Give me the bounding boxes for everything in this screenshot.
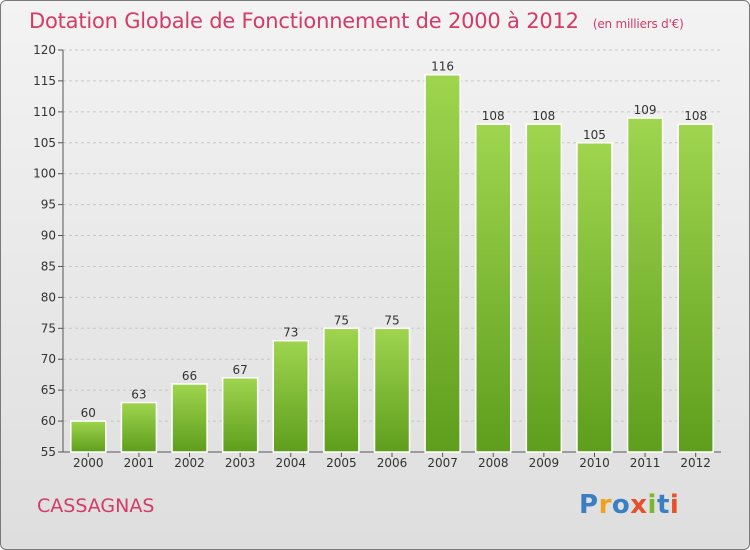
y-tick-label: 115	[33, 74, 56, 88]
y-tick-label: 120	[33, 43, 56, 57]
logo-letter: r	[598, 490, 612, 520]
data-label-2000: 60	[81, 406, 96, 420]
data-label-2012: 108	[684, 109, 707, 123]
x-tick-label-2011: 2011	[630, 456, 661, 470]
logo-letter: x	[630, 490, 648, 520]
x-tick-label-2002: 2002	[174, 456, 205, 470]
y-tick-label: 75	[41, 321, 56, 335]
y-tick-label: 85	[41, 259, 56, 273]
logo-letter: i	[669, 490, 680, 520]
y-tick-label: 70	[41, 352, 56, 366]
bar-2007	[424, 73, 461, 453]
bar-2001	[120, 401, 158, 453]
town-name: CASSAGNAS	[37, 495, 155, 517]
x-tick-labels: 2000 2001 2002 2003 2004 2005 2006 2007 2008 2009…	[73, 456, 711, 470]
x-tick-label-2004: 2004	[275, 456, 306, 470]
y-tick-label: 105	[33, 136, 56, 150]
data-label-2008: 108	[482, 109, 505, 123]
x-tick-label-2005: 2005	[326, 456, 357, 470]
logo-letter: P	[579, 490, 599, 520]
y-tick-labels: 55 60 65 70 75 80 85 90 95 100 105 110 115 120	[33, 43, 56, 459]
x-tick-label-2000: 2000	[73, 456, 104, 470]
x-tick-label-2003: 2003	[225, 456, 256, 470]
x-tick-label-2009: 2009	[529, 456, 560, 470]
x-tick-label-2012: 2012	[680, 456, 711, 470]
data-label-2004: 73	[283, 326, 298, 340]
bar-2012	[677, 123, 714, 453]
chart-subtitle: (en milliers d'€)	[592, 17, 684, 31]
logo-letter: i	[647, 490, 657, 520]
bar-2006	[373, 327, 411, 453]
y-tick-label: 110	[33, 105, 56, 119]
x-tick-label-2008: 2008	[478, 456, 509, 470]
data-label-2007: 116	[431, 60, 454, 74]
data-label-2011: 109	[634, 103, 657, 117]
y-tick-label: 90	[41, 229, 56, 243]
data-label-2005: 75	[334, 313, 349, 327]
data-label-2009: 108	[532, 109, 555, 123]
data-labels: 60 63 66 67 73 75 75 116 108 108 105 109 108	[81, 60, 707, 420]
logo-letter: t	[656, 490, 670, 520]
x-tick-label-2007: 2007	[427, 456, 458, 470]
y-tick-label: 95	[41, 198, 56, 212]
data-label-2006: 75	[384, 313, 399, 327]
y-tick-label: 60	[41, 414, 56, 428]
bar-2005	[323, 327, 360, 453]
chart-title-text: Dotation Globale de Fonctionnement de 20…	[29, 9, 579, 33]
y-tick-label: 55	[41, 445, 56, 459]
data-label-2002: 66	[182, 369, 197, 383]
bar-2000	[70, 420, 107, 453]
chart-title: Dotation Globale de Fonctionnement de 20…	[29, 9, 684, 33]
y-tick-label: 65	[41, 383, 56, 397]
proxiti-logo: Proxiti	[579, 490, 679, 520]
y-tick-label: 80	[41, 290, 56, 304]
bar-2003	[221, 377, 259, 453]
bar-2009	[525, 123, 563, 453]
bar-2002	[171, 383, 208, 453]
bars	[70, 73, 714, 453]
bar-2011	[626, 117, 664, 453]
y-tick-label: 100	[33, 167, 56, 181]
data-label-2010: 105	[583, 128, 606, 142]
bar-2008	[474, 123, 512, 453]
bar-2010	[576, 142, 613, 453]
x-tick-label-2010: 2010	[579, 456, 610, 470]
data-label-2001: 63	[131, 388, 146, 402]
logo-letter: o	[611, 490, 631, 520]
x-tick-label-2006: 2006	[377, 456, 408, 470]
bar-2004	[272, 339, 310, 453]
x-tick-label-2001: 2001	[124, 456, 155, 470]
data-label-2003: 67	[233, 363, 248, 377]
